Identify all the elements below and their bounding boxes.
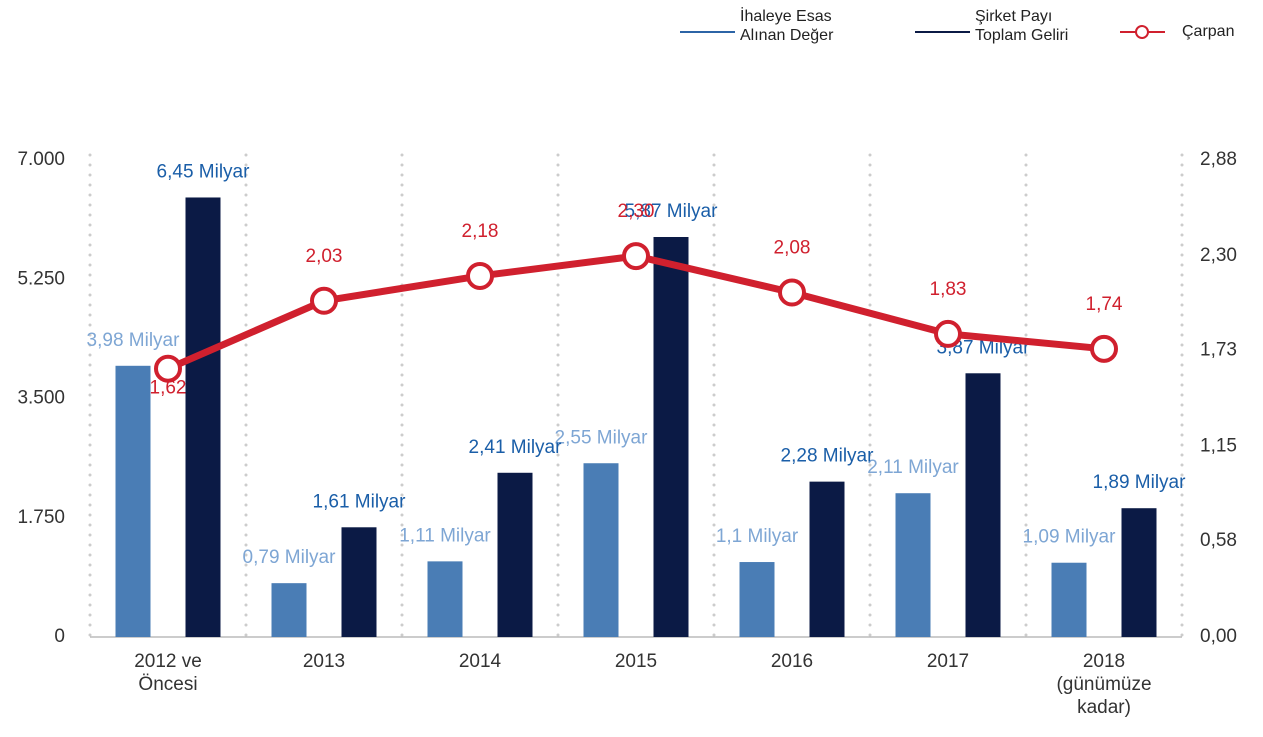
marker: [310, 286, 338, 315]
bar: [427, 561, 463, 637]
data-label: 2,18: [462, 221, 499, 242]
x-tick-label: 2014: [458, 651, 502, 672]
y2-tick-label: 2,88: [1200, 149, 1237, 170]
data-label: 2,28 Milyar: [781, 446, 875, 467]
bar: [115, 365, 151, 637]
y2-tick-label: 2,30: [1200, 245, 1237, 266]
marker: [778, 278, 806, 307]
data-label: 2,41 Milyar: [469, 437, 563, 458]
x-tick-label: 2018 (günümüze kadar): [1056, 651, 1152, 718]
legend-label: İhaleye Esas Alınan Değer: [740, 8, 834, 44]
bar: [809, 481, 845, 637]
bar: [895, 493, 931, 637]
y-tick-label: 7.000: [17, 149, 65, 170]
data-label: 1,61 Milyar: [313, 491, 407, 512]
data-label: 1,62: [150, 378, 187, 399]
y2-tick-label: 1,15: [1200, 436, 1237, 457]
y2-tick-label: 1,73: [1200, 339, 1237, 360]
data-label: 2,30: [618, 201, 655, 222]
bar: [271, 583, 307, 637]
y2-tick-label: 0,58: [1200, 530, 1237, 551]
bar: [583, 463, 619, 637]
x-tick-label: 2013: [302, 651, 346, 672]
data-label: 1,09 Milyar: [1023, 527, 1117, 548]
data-label: 6,45 Milyar: [157, 161, 251, 182]
legend-label: Çarpan: [1182, 23, 1235, 40]
legend-label: Şirket Payı Toplam Geliri: [975, 8, 1069, 44]
y-tick-label: 0: [54, 626, 65, 647]
y-tick-label: 5.250: [17, 268, 65, 289]
data-label: 2,03: [306, 246, 343, 267]
data-label: 2,08: [774, 238, 811, 259]
x-tick-label: 2016: [770, 651, 814, 672]
data-label: 3,98 Milyar: [87, 330, 181, 351]
data-label: 0,79 Milyar: [243, 547, 337, 568]
data-label: 2,55 Milyar: [555, 427, 649, 448]
marker: [1090, 334, 1118, 363]
bar: [1121, 508, 1157, 637]
data-label: 1,83: [930, 279, 967, 300]
y-tick-label: 3.500: [17, 388, 65, 409]
x-tick-label: 2015: [614, 651, 658, 672]
bar: [1051, 562, 1087, 637]
bar: [341, 527, 377, 637]
bar: [185, 197, 221, 637]
bar: [497, 472, 533, 637]
marker: [466, 261, 494, 290]
bar: [653, 237, 689, 637]
data-label: 1,89 Milyar: [1093, 472, 1187, 493]
marker: [934, 319, 962, 348]
x-tick-label: 2017: [926, 651, 970, 672]
data-label: 2,11 Milyar: [867, 457, 959, 478]
data-label: 5,87 Milyar: [625, 201, 719, 222]
data-label: 1,1 Milyar: [716, 526, 799, 547]
bar: [965, 373, 1001, 637]
data-label: 1,74: [1086, 294, 1123, 315]
legend-marker: [1135, 25, 1149, 39]
data-label: 1,11 Milyar: [399, 525, 491, 546]
marker: [622, 242, 650, 271]
bar: [739, 562, 775, 637]
y2-tick-label: 0,00: [1200, 626, 1237, 647]
marker: [154, 354, 182, 383]
x-tick-label: 2012 ve Öncesi: [134, 651, 202, 695]
y-tick-label: 1.750: [17, 507, 65, 528]
